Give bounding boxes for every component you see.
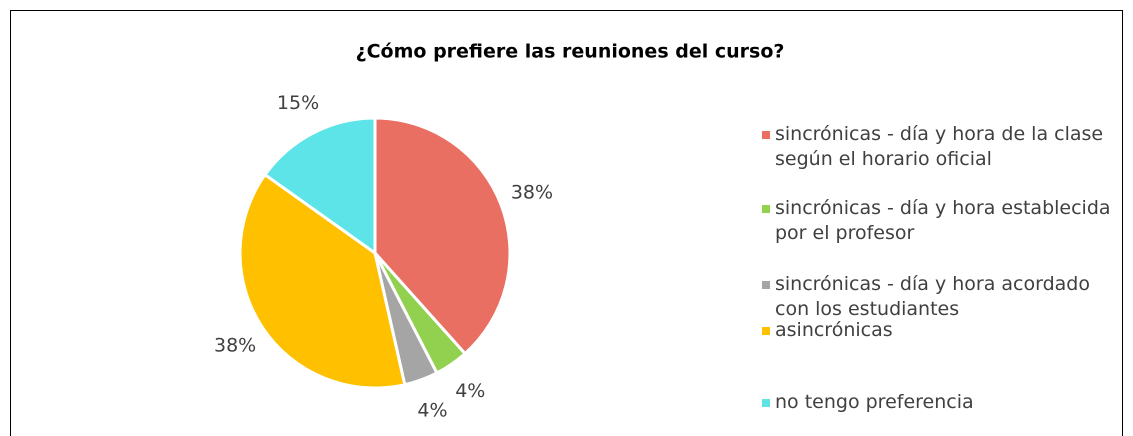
legend-swatch xyxy=(762,399,770,407)
data-label: 38% xyxy=(511,182,553,204)
data-label: 4% xyxy=(417,399,447,421)
legend-label: asincrónicas xyxy=(775,319,893,341)
legend-swatch xyxy=(762,327,770,335)
frame xyxy=(10,10,1123,436)
pie-slice xyxy=(373,116,512,356)
legend-label: sincrónicas - día y hora establecida por… xyxy=(775,197,1111,244)
legend-label: no tengo preferencia xyxy=(775,391,974,413)
data-label: 4% xyxy=(455,380,485,402)
legend-label: sincrónicas - día y hora de la clase seg… xyxy=(775,123,1104,170)
legend-label: sincrónicas - día y hora acordado con lo… xyxy=(775,273,1090,320)
legend-item: asincrónicas xyxy=(762,318,1122,343)
legend-item: sincrónicas - día y hora acordado con lo… xyxy=(762,272,1122,322)
pie-slice xyxy=(238,172,407,390)
legend-item: sincrónicas - día y hora establecida por… xyxy=(762,196,1122,246)
data-label: 38% xyxy=(214,335,256,357)
legend-item: no tengo preferencia xyxy=(762,390,1122,415)
legend-swatch xyxy=(762,205,770,213)
data-label: 15% xyxy=(277,92,319,114)
legend-swatch xyxy=(762,131,770,139)
legend-item: sincrónicas - día y hora de la clase seg… xyxy=(762,122,1122,172)
pie-slice xyxy=(262,116,377,256)
legend-swatch xyxy=(762,281,770,289)
chart-title: ¿Cómo prefiere las reuniones del curso? xyxy=(356,41,785,63)
